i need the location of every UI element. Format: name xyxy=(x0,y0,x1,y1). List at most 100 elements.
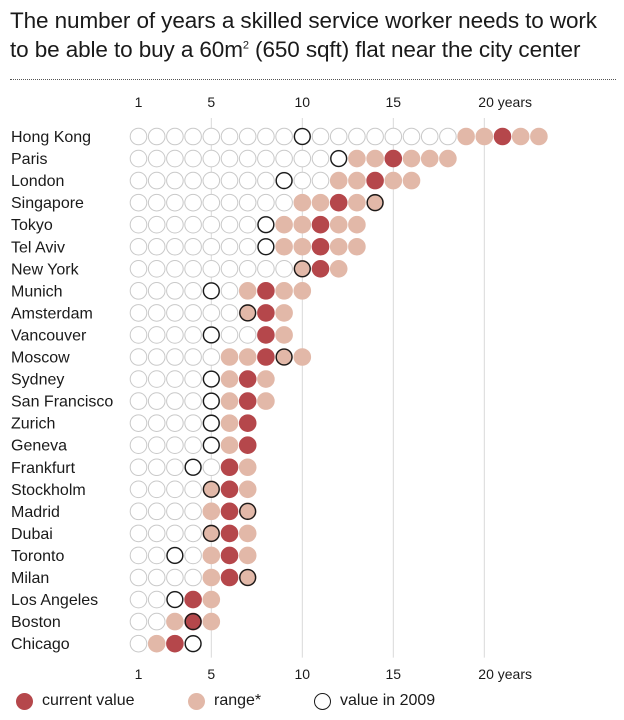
empty-dot-hong-kong-17 xyxy=(420,127,439,146)
current-dot-singapore-12 xyxy=(329,193,348,212)
range-dot-tokyo-10 xyxy=(293,215,312,234)
range-dot-boston-5 xyxy=(202,612,221,631)
x-tick-label-top-1: 1 xyxy=(135,94,143,110)
empty-dot-singapore-5 xyxy=(202,193,221,212)
empty-dot-new-york-1 xyxy=(129,260,148,278)
ring-2009-amsterdam xyxy=(239,304,257,322)
empty-dot-london-2 xyxy=(147,171,166,190)
empty-dot-amsterdam-2 xyxy=(147,304,166,322)
empty-dot-singapore-1 xyxy=(129,193,148,212)
range-dot-london-15 xyxy=(384,171,403,190)
range-dot-moscow-10 xyxy=(293,348,312,366)
current-dot-moscow-8 xyxy=(257,348,275,366)
city-label-boston: Boston xyxy=(11,614,61,631)
current-dot-frankfurt-6 xyxy=(220,458,239,477)
range-dot-paris-18 xyxy=(439,149,457,168)
empty-dot-vancouver-1 xyxy=(129,326,148,344)
range-dot-moscow-7 xyxy=(238,348,257,366)
ring-2009-munich xyxy=(202,282,220,300)
empty-dot-tel-aviv-4 xyxy=(184,237,202,256)
empty-dot-tel-aviv-3 xyxy=(166,237,184,256)
range-dot-zurich-6 xyxy=(220,414,239,432)
x-tick-label-top-15: 15 xyxy=(386,94,402,110)
title-line-2-end: (650 sqft) flat near the city center xyxy=(248,37,581,62)
range-dot-tokyo-9 xyxy=(275,215,293,234)
empty-dot-madrid-2 xyxy=(147,502,166,521)
title-line-2-start: to be able to buy a 60m xyxy=(10,37,243,62)
ring-2009-frankfurt xyxy=(184,458,202,476)
empty-dot-london-7 xyxy=(238,171,257,190)
empty-dot-paris-5 xyxy=(202,149,221,168)
empty-dot-geneva-4 xyxy=(184,436,202,455)
range-dot-san-francisco-8 xyxy=(257,392,275,410)
legend-current-dot xyxy=(16,692,33,710)
empty-dot-moscow-1 xyxy=(129,348,148,366)
empty-dot-los-angeles-1 xyxy=(129,590,148,609)
empty-dot-moscow-5 xyxy=(202,348,221,366)
empty-dot-milan-4 xyxy=(184,568,202,587)
x-tick-label-bottom-10: 10 xyxy=(295,666,311,682)
empty-dot-new-york-8 xyxy=(257,260,275,278)
city-label-singapore: Singapore xyxy=(11,195,84,212)
ring-2009-madrid xyxy=(239,502,257,520)
empty-dot-singapore-4 xyxy=(184,193,202,212)
current-dot-paris-15 xyxy=(384,149,403,168)
range-dot-london-16 xyxy=(402,171,421,190)
legend-current-label: current value xyxy=(42,692,135,709)
empty-dot-milan-1 xyxy=(129,568,148,587)
range-dot-toronto-7 xyxy=(238,546,257,565)
empty-dot-san-francisco-3 xyxy=(166,392,184,410)
empty-dot-madrid-4 xyxy=(184,502,202,521)
empty-dot-vancouver-6 xyxy=(220,326,239,344)
legend-range: range* xyxy=(188,692,261,710)
ring-2009-milan xyxy=(239,568,257,587)
ring-2009-boston xyxy=(184,612,202,631)
legend-2009-ring xyxy=(314,692,331,710)
range-dot-tokyo-13 xyxy=(348,215,366,234)
ring-2009-new-york xyxy=(293,260,311,278)
range-dot-hong-kong-23 xyxy=(530,127,548,146)
range-dot-london-13 xyxy=(348,171,366,190)
city-label-los-angeles: Los Angeles xyxy=(11,592,98,609)
empty-dot-frankfurt-5 xyxy=(202,458,221,477)
empty-dot-london-5 xyxy=(202,171,221,190)
chart-title: The number of years a skilled service wo… xyxy=(10,6,618,64)
empty-dot-stockholm-2 xyxy=(147,480,166,499)
ring-2009-geneva xyxy=(202,436,220,454)
city-label-amsterdam: Amsterdam xyxy=(11,305,93,322)
x-tick-label-bottom-15: 15 xyxy=(386,666,402,682)
city-label-london: London xyxy=(11,173,64,190)
empty-dot-tel-aviv-2 xyxy=(147,237,166,256)
range-dot-paris-17 xyxy=(420,149,439,168)
empty-dot-dubai-3 xyxy=(166,524,184,543)
empty-dot-paris-6 xyxy=(220,149,239,168)
current-dot-tokyo-11 xyxy=(311,215,330,234)
empty-dot-paris-10 xyxy=(293,149,312,168)
current-dot-san-francisco-7 xyxy=(238,392,257,410)
empty-dot-tel-aviv-1 xyxy=(129,237,148,256)
empty-dot-london-6 xyxy=(220,171,239,190)
empty-dot-hong-kong-7 xyxy=(238,127,257,146)
city-label-stockholm: Stockholm xyxy=(11,482,86,499)
empty-dot-geneva-3 xyxy=(166,436,184,455)
ring-2009-stockholm xyxy=(202,480,220,498)
empty-dot-munich-6 xyxy=(220,282,239,300)
ring-2009-paris xyxy=(330,149,348,168)
empty-dot-geneva-1 xyxy=(129,436,148,455)
range-dot-singapore-11 xyxy=(311,193,330,212)
empty-dot-new-york-9 xyxy=(275,260,293,278)
empty-dot-hong-kong-16 xyxy=(402,127,421,146)
empty-dot-hong-kong-14 xyxy=(366,127,384,146)
range-dot-paris-13 xyxy=(348,149,366,168)
city-label-milan: Milan xyxy=(11,570,49,587)
empty-dot-munich-1 xyxy=(129,282,148,300)
empty-dot-hong-kong-11 xyxy=(311,127,330,146)
empty-dot-hong-kong-4 xyxy=(184,127,202,146)
empty-dot-singapore-3 xyxy=(166,193,184,212)
city-label-madrid: Madrid xyxy=(11,504,60,521)
range-dot-amsterdam-9 xyxy=(275,304,293,322)
empty-dot-amsterdam-5 xyxy=(202,304,221,322)
empty-dot-london-8 xyxy=(257,171,275,190)
range-dot-hong-kong-19 xyxy=(457,127,475,146)
ring-2009-moscow xyxy=(275,348,293,366)
